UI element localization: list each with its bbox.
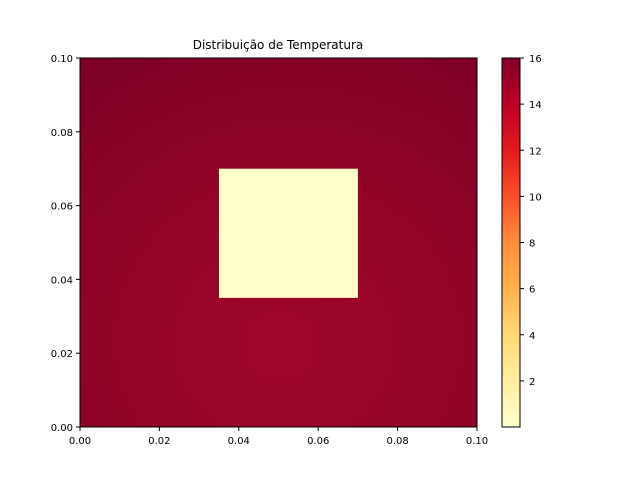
y-tick-label: 0.06 <box>51 202 73 213</box>
x-tick-label: 0.02 <box>148 436 170 447</box>
colorbar-tick-label: 10 <box>529 192 542 203</box>
colorbar: 2 4 6 8 10 12 14 16 <box>501 54 542 428</box>
plot-frame <box>79 57 478 428</box>
colorbar-tick-label: 4 <box>529 331 535 342</box>
colorbar-tick-label: 6 <box>529 285 535 296</box>
x-tick-label: 0.00 <box>69 436 91 447</box>
x-tick-label: 0.06 <box>307 436 329 447</box>
colorbar-tick-label: 16 <box>529 54 542 65</box>
colorbar-tick-label: 8 <box>529 239 535 250</box>
chart-title: Distribuição de Temperatura <box>193 38 364 52</box>
cold-region <box>218 168 358 298</box>
colorbar-tick-label: 12 <box>529 146 542 157</box>
colorbar-tick-label: 2 <box>529 377 535 388</box>
x-axis: 0.00 0.02 0.04 0.06 0.08 0.10 <box>69 427 488 447</box>
y-tick-label: 0.04 <box>51 275 73 286</box>
x-tick-label: 0.10 <box>466 436 488 447</box>
colorbar-ticks: 2 4 6 8 10 12 14 16 <box>520 54 542 388</box>
x-tick-label: 0.04 <box>228 436 250 447</box>
y-tick-label: 0.00 <box>51 423 73 434</box>
y-tick-label: 0.02 <box>51 349 73 360</box>
y-tick-label: 0.08 <box>51 128 73 139</box>
y-axis: 0.00 0.02 0.04 0.06 0.08 0.10 <box>51 54 80 434</box>
y-tick-label: 0.10 <box>51 54 73 65</box>
x-tick-label: 0.08 <box>386 436 408 447</box>
colorbar-tick-label: 14 <box>529 100 542 111</box>
plot-area <box>79 57 478 428</box>
colorbar-gradient <box>502 58 520 427</box>
